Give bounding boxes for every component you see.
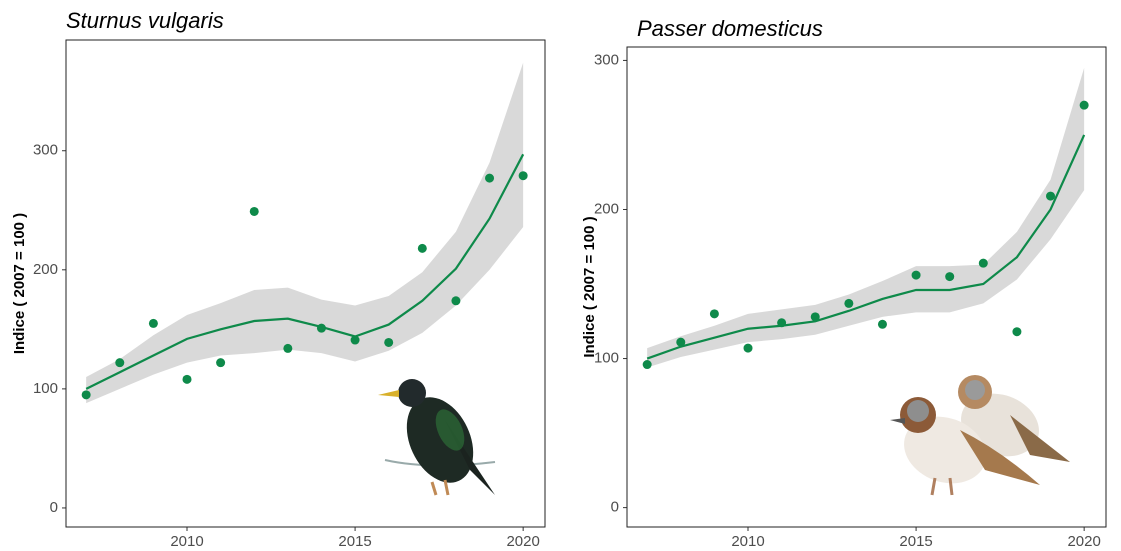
data-point — [148, 318, 158, 328]
data-point — [877, 319, 887, 329]
y-tick-label: 0 — [611, 499, 619, 516]
data-point — [216, 358, 226, 368]
y-tick-label: 0 — [50, 499, 58, 516]
data-point — [182, 374, 192, 384]
data-point — [485, 173, 495, 183]
panel-title: Passer domesticus — [637, 16, 823, 41]
data-point — [844, 298, 854, 308]
data-point — [709, 309, 719, 319]
plot-frame — [626, 46, 1107, 528]
x-tick-label: 2020 — [506, 533, 539, 550]
data-point — [676, 337, 686, 347]
data-point — [384, 337, 394, 347]
y-tick-label: 200 — [33, 261, 58, 278]
y-axis-label: Indice ( 2007 = 100 ) — [581, 216, 598, 357]
data-point — [417, 243, 427, 253]
y-tick-label: 300 — [33, 142, 58, 159]
y-tick-label: 300 — [594, 51, 619, 68]
data-point — [777, 318, 787, 328]
panels: Sturnus vulgaris Indice ( 2007 = 100 ) 0 10… — [11, 8, 1107, 550]
data-point — [945, 272, 955, 282]
data-point — [451, 296, 461, 306]
data-point — [743, 343, 753, 353]
plot-frame — [65, 39, 546, 528]
y-tick-label: 200 — [594, 200, 619, 217]
data-point — [115, 358, 125, 368]
data-point — [1079, 100, 1089, 110]
x-tick-label: 2015 — [338, 533, 371, 550]
data-point — [642, 360, 652, 370]
fit-line — [85, 153, 525, 390]
x-tick-label: 2020 — [1067, 533, 1100, 550]
y-tick-label: 100 — [594, 350, 619, 367]
panel-title: Sturnus vulgaris — [66, 8, 224, 33]
data-point — [316, 323, 326, 333]
data-point — [810, 312, 820, 322]
data-point — [1012, 327, 1022, 337]
sparrow-illustration — [890, 375, 1070, 496]
y-tick-label: 100 — [33, 380, 58, 397]
y-axis-label: Indice ( 2007 = 100 ) — [11, 213, 28, 354]
fit-line — [646, 134, 1086, 360]
data-point — [350, 335, 360, 345]
data-point — [249, 206, 259, 216]
data-point — [978, 258, 988, 268]
x-tick-label: 2010 — [731, 533, 764, 550]
data-point — [283, 343, 293, 353]
x-tick-label: 2010 — [170, 533, 203, 550]
starling-illustration — [378, 379, 496, 496]
confidence-band — [86, 62, 524, 404]
data-point — [81, 390, 91, 400]
data-point — [911, 270, 921, 280]
confidence-band — [647, 67, 1085, 368]
x-tick-label: 2015 — [899, 533, 932, 550]
data-point — [518, 171, 528, 181]
data-point — [1046, 191, 1056, 201]
